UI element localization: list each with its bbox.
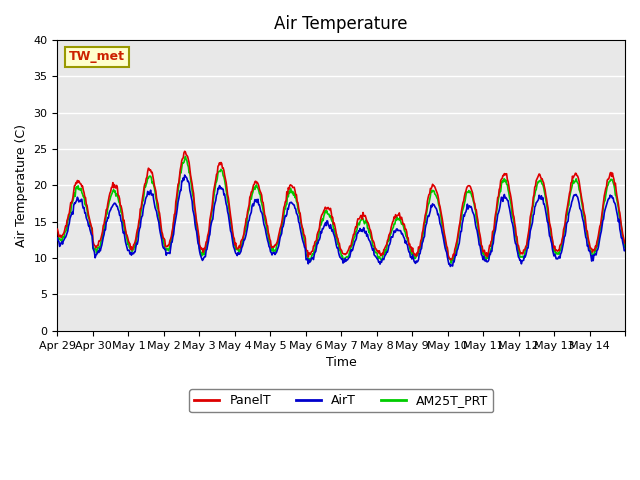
X-axis label: Time: Time xyxy=(326,356,356,369)
Title: Air Temperature: Air Temperature xyxy=(275,15,408,33)
Text: TW_met: TW_met xyxy=(68,50,125,63)
Legend: PanelT, AirT, AM25T_PRT: PanelT, AirT, AM25T_PRT xyxy=(189,389,493,412)
Y-axis label: Air Temperature (C): Air Temperature (C) xyxy=(15,124,28,247)
